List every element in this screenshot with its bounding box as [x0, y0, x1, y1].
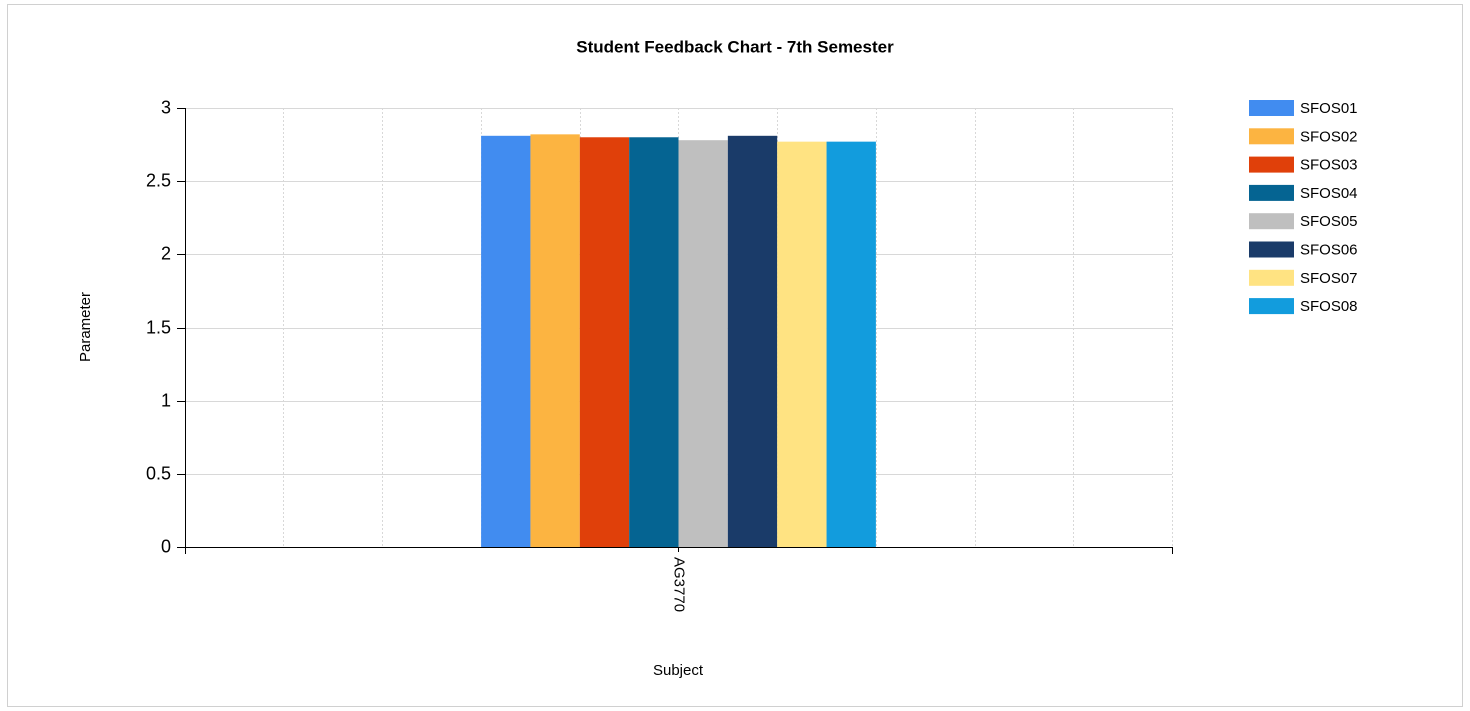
- y-tick-label: 1: [161, 390, 171, 410]
- y-tick-label: 0: [161, 536, 171, 556]
- x-tick-label: AG3770: [671, 557, 688, 612]
- y-tick-label: 3: [161, 97, 171, 117]
- y-tick-label: 2.5: [146, 170, 171, 190]
- bar: [777, 141, 827, 547]
- bar: [727, 135, 778, 547]
- legend-label: SFOS04: [1300, 185, 1358, 202]
- legend-label: SFOS05: [1300, 213, 1358, 230]
- chart-title: Student Feedback Chart - 7th Semester: [576, 37, 894, 56]
- y-axis-label: Parameter: [77, 292, 94, 362]
- bar: [579, 137, 630, 547]
- bar: [678, 140, 728, 547]
- x-axis-label: Subject: [653, 662, 704, 679]
- legend-swatch: [1249, 298, 1294, 315]
- bar: [481, 135, 531, 547]
- legend-swatch: [1249, 269, 1294, 286]
- legend-label: SFOS07: [1300, 270, 1358, 287]
- legend-swatch: [1249, 184, 1294, 201]
- legend-label: SFOS03: [1300, 157, 1358, 174]
- legend-swatch: [1249, 100, 1294, 116]
- bar: [530, 134, 580, 547]
- legend-swatch: [1249, 156, 1294, 173]
- y-tick-label: 1.5: [146, 317, 171, 337]
- legend-label: SFOS08: [1300, 298, 1358, 315]
- legend-label: SFOS01: [1300, 100, 1358, 117]
- legend-label: SFOS02: [1300, 128, 1358, 145]
- legend-label: SFOS06: [1300, 241, 1358, 258]
- bar: [629, 137, 679, 547]
- legend-swatch: [1249, 241, 1294, 258]
- legend-swatch: [1249, 213, 1294, 230]
- legend-swatch: [1249, 128, 1294, 145]
- y-tick-label: 0.5: [146, 463, 171, 483]
- bar: [826, 141, 876, 547]
- y-tick-label: 2: [161, 243, 171, 263]
